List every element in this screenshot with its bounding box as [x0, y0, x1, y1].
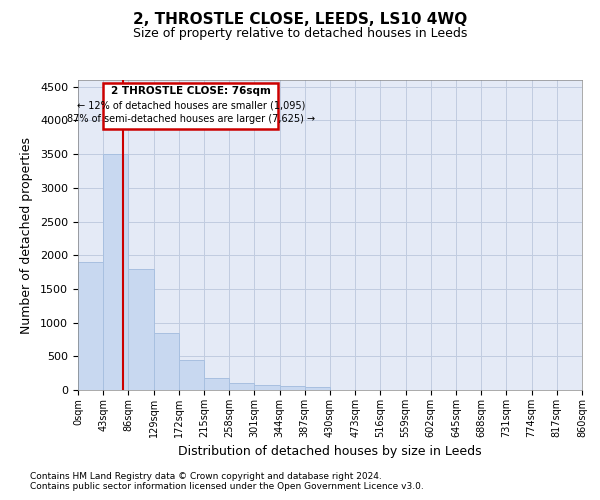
Text: 2 THROSTLE CLOSE: 76sqm: 2 THROSTLE CLOSE: 76sqm	[111, 86, 271, 96]
FancyBboxPatch shape	[103, 82, 278, 129]
Bar	[154, 332, 179, 390]
Bar	[128, 268, 154, 390]
Bar	[179, 360, 204, 390]
Text: Size of property relative to detached houses in Leeds: Size of property relative to detached ho…	[133, 28, 467, 40]
Bar	[254, 385, 280, 390]
Text: Contains HM Land Registry data © Crown copyright and database right 2024.: Contains HM Land Registry data © Crown c…	[30, 472, 382, 481]
Bar	[204, 378, 229, 390]
Bar	[78, 262, 103, 390]
Y-axis label: Number of detached properties: Number of detached properties	[20, 136, 33, 334]
Text: Contains public sector information licensed under the Open Government Licence v3: Contains public sector information licen…	[30, 482, 424, 491]
Text: ← 12% of detached houses are smaller (1,095): ← 12% of detached houses are smaller (1,…	[77, 100, 305, 110]
X-axis label: Distribution of detached houses by size in Leeds: Distribution of detached houses by size …	[178, 446, 482, 458]
Bar	[103, 154, 128, 390]
Text: 2, THROSTLE CLOSE, LEEDS, LS10 4WQ: 2, THROSTLE CLOSE, LEEDS, LS10 4WQ	[133, 12, 467, 28]
Bar	[229, 384, 254, 390]
Bar	[305, 386, 330, 390]
Text: 87% of semi-detached houses are larger (7,625) →: 87% of semi-detached houses are larger (…	[67, 114, 315, 124]
Bar	[280, 386, 305, 390]
